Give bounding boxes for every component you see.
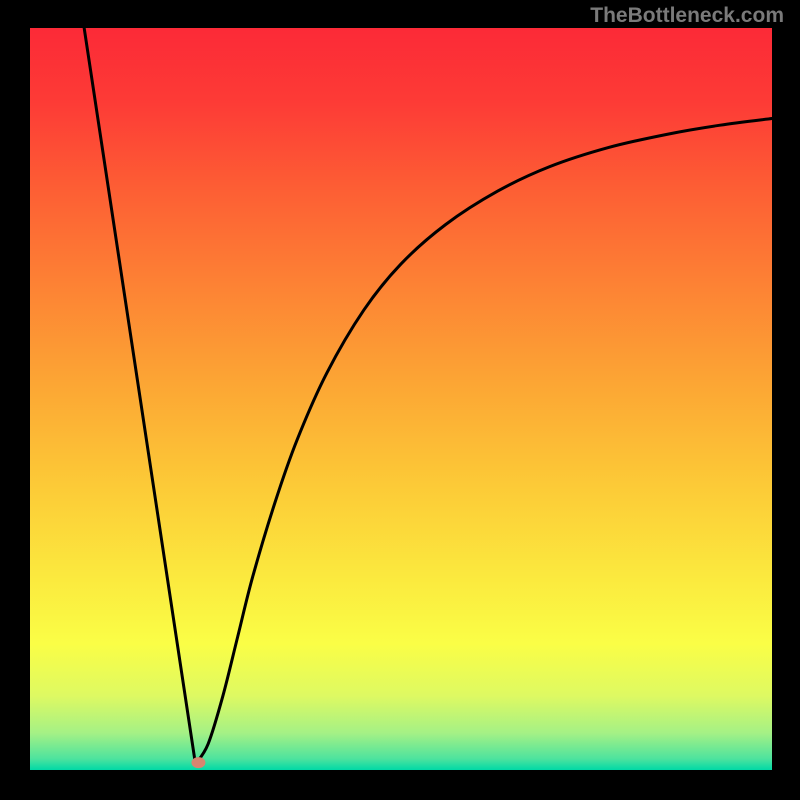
bottleneck-chart — [30, 28, 772, 770]
watermark-text: TheBottleneck.com — [590, 4, 784, 28]
optimal-point-marker — [191, 757, 205, 768]
